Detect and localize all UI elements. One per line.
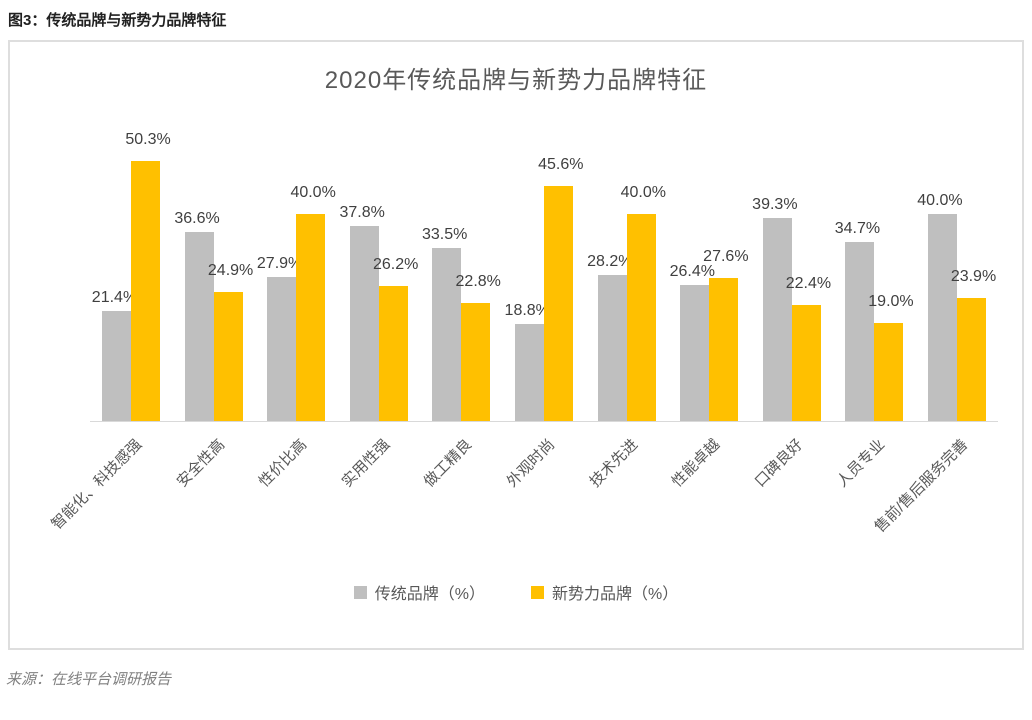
bar-value-label: 24.9% [207,262,254,280]
chart: 2020年传统品牌与新势力品牌特征 21.4% 50.3% 36.6% 24.9% 27… [8,40,1024,650]
legend-marker [353,585,367,599]
bar-group: 34.7% 19.0% [833,137,916,421]
bar-value-label: 21.4% [91,288,138,306]
bar-new-force-brand: 24.9% [208,263,253,421]
category-slot: 智能化、科技感强 [49,422,173,574]
bar-value-label: 23.9% [950,267,997,285]
legend-item: 新势力品牌（%） [531,580,678,604]
bar-value-label: 34.7% [834,219,881,237]
bar-traditional-brand: 34.7% [835,220,880,421]
bar-group: 21.4% 50.3% [90,132,173,421]
bar-value-label: 22.8% [455,273,501,291]
bar-value-label: 50.3% [125,131,171,149]
legend-item: 传统品牌（%） [353,580,485,604]
bar-value-label: 40.0% [290,184,336,202]
category-label: 性能卓越 [668,436,724,491]
category-slot: 做工精良 [420,422,503,574]
category-slot: 售前/售后服务完善 [871,422,998,574]
plot-area: 21.4% 50.3% 36.6% 24.9% 27.9% 40.0% 37.8% 26.2%… [90,132,998,422]
bar-traditional-brand: 37.8% [339,204,385,421]
bar-new-force-brand: 19.0% [868,293,914,421]
category-slot: 安全性高 [173,422,256,574]
legend-marker [531,585,544,599]
bar-group: 40.0% 23.9% [915,137,998,421]
bar-value-label: 40.0% [620,184,667,202]
category-label: 外观时尚 [503,436,559,491]
source-note: 来源：在线平台调研报告 [6,671,172,688]
category-label: 技术先进 [586,436,641,491]
bar-group: 28.2% 40.0% [585,137,668,421]
legend-label: 新势力品牌（%） [552,586,679,603]
category-label: 做工精良 [421,436,476,491]
bar-traditional-brand: 26.4% [670,263,715,421]
bar-new-force-brand: 22.4% [786,276,831,421]
bar-value-label: 19.0% [868,292,914,310]
category-label: 智能化、科技感强 [48,436,146,534]
figure-title: 图3：传统品牌与新势力品牌特征 [8,12,227,29]
bar-value-label: 18.8% [504,301,550,319]
legend-label: 传统品牌（%） [374,586,485,603]
bar-value-label: 37.8% [339,203,385,221]
bar-group: 37.8% 26.2% [338,137,421,421]
bar-new-force-brand: 45.6% [538,156,583,421]
bar-new-force-brand: 23.9% [951,268,996,421]
bar-traditional-brand: 21.4% [92,289,137,421]
bar-traditional-brand: 40.0% [917,193,963,421]
bar-traditional-brand: 18.8% [505,302,550,421]
category-label: 人员专业 [833,436,889,491]
category-label: 口碑良好 [751,436,806,491]
bar-traditional-brand: 39.3% [752,197,798,421]
bar-group: 33.5% 22.8% [420,137,503,421]
bar-value-label: 33.5% [421,226,468,244]
bar-new-force-brand: 40.0% [290,185,336,421]
bar-value-label: 28.2% [587,253,633,271]
bar-value-label: 36.6% [174,210,220,228]
bar-traditional-brand: 33.5% [422,227,467,421]
bar-group: 39.3% 22.4% [750,137,833,421]
chart-legend: 传统品牌（%） 新势力品牌（%） [10,580,1022,604]
bar-value-label: 40.0% [917,192,963,210]
bar-value-label: 27.6% [703,248,749,266]
category-label: 性价比高 [256,436,311,491]
bar-value-label: 22.4% [785,275,832,293]
bar-new-force-brand: 22.8% [456,274,501,421]
bar-group: 36.6% 24.9% [173,137,256,421]
category-slot: 技术先进 [585,422,668,574]
category-label: 安全性高 [173,436,228,491]
bar-new-force-brand: 27.6% [703,249,749,421]
bar-value-label: 26.4% [669,262,716,280]
category-label: 实用性强 [338,436,394,491]
bar-value-label: 27.9% [256,254,303,272]
bar-traditional-brand: 36.6% [174,211,220,421]
bar-group: 27.9% 40.0% [255,137,338,421]
bar-traditional-brand: 27.9% [257,255,302,421]
category-slot: 性价比高 [255,422,338,574]
bar-value-label: 45.6% [538,155,584,173]
bar-group: 18.8% 45.6% [503,137,586,421]
bar-value-label: 39.3% [752,196,798,214]
bar-new-force-brand: 26.2% [373,256,418,421]
bar-new-force-brand: 40.0% [621,185,666,421]
category-axis: 智能化、科技感强 安全性高 性价比高 实用性强 做工精良 外观时尚 技术先进 性能卓越 口碑良好… [49,422,998,574]
chart-title: 2020年传统品牌与新势力品牌特征 [324,67,708,94]
bar-group: 26.4% 27.6% [668,137,751,421]
bar-value-label: 26.2% [372,255,419,273]
category-slot: 外观时尚 [503,422,586,574]
category-slot: 性能卓越 [668,422,751,574]
bar-new-force-brand: 50.3% [125,132,171,421]
category-slot: 实用性强 [338,422,421,574]
category-slot: 口碑良好 [750,422,833,574]
bar-traditional-brand: 28.2% [587,254,632,421]
